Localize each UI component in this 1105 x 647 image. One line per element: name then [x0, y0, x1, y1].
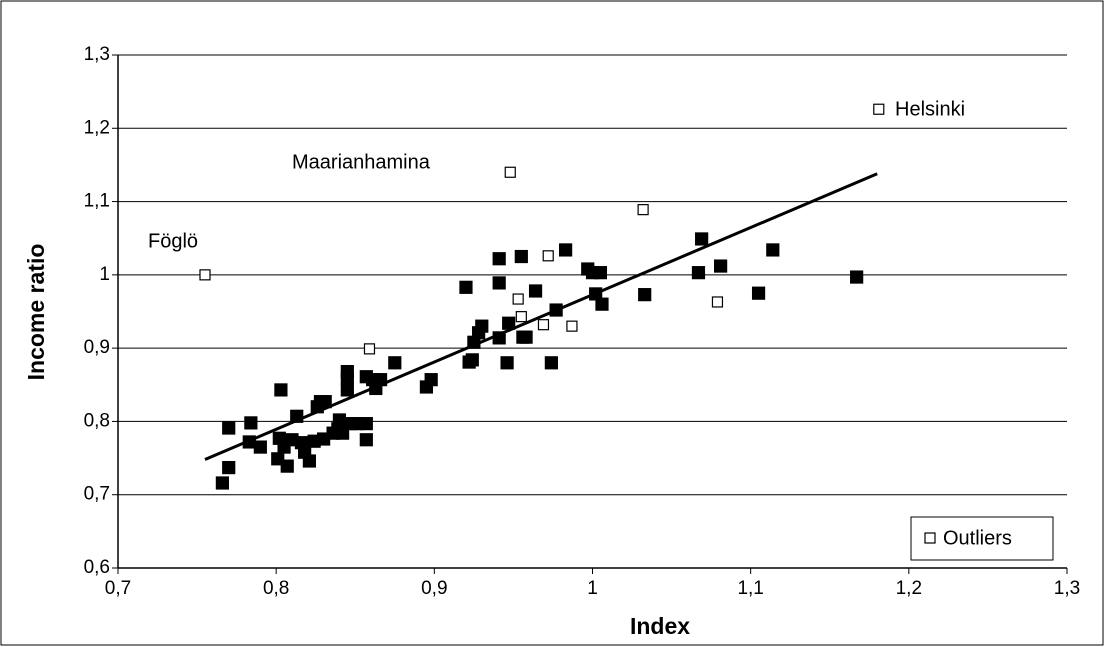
scatter-point [475, 319, 489, 333]
scatter-point [714, 259, 728, 273]
x-tick-label: 0,8 [263, 578, 289, 599]
scatter-point [542, 250, 554, 262]
x-tick-label: 0,9 [421, 578, 447, 599]
scatter-point [637, 204, 649, 216]
scatter-point [515, 311, 527, 323]
scatter-point [340, 383, 354, 397]
scatter-point [492, 252, 506, 266]
x-tick-label: 1,2 [896, 578, 922, 599]
scatter-point [691, 266, 706, 280]
y-axis-title: Income ratio [23, 244, 49, 381]
scatter-point [519, 330, 533, 344]
scatter-point [459, 280, 473, 294]
y-tick-label: 1,1 [84, 191, 110, 212]
scatter-point [512, 293, 524, 305]
scatter-point [222, 460, 236, 475]
scatter-point [199, 269, 211, 281]
legend-label: Outliers [943, 527, 1012, 549]
scatter-point [873, 103, 885, 115]
scatter-point [500, 356, 514, 370]
scatter-point [528, 284, 543, 298]
y-tick-label: 0,6 [84, 557, 110, 578]
annotation: Maarianhamina [292, 151, 431, 173]
annotation: Föglö [148, 230, 198, 252]
scatter-point [222, 421, 236, 435]
scatter-point [302, 454, 316, 468]
scatter-point [359, 417, 373, 431]
legend-marker [924, 532, 936, 544]
scatter-point [566, 320, 578, 332]
y-tick-label: 1,2 [84, 117, 110, 138]
annotation: Helsinki [895, 98, 965, 120]
scatter-point [215, 476, 229, 490]
y-tick-label: 1 [99, 264, 110, 285]
trendline [204, 172, 878, 461]
scatter-point [465, 353, 479, 367]
y-tick-label: 1,3 [84, 44, 110, 65]
scatter-point [593, 266, 608, 280]
scatter-point [253, 440, 267, 454]
y-tick-label: 0,9 [84, 337, 110, 358]
scatter-point [280, 459, 294, 473]
scatter-point [340, 371, 354, 385]
scatter-point [363, 343, 376, 355]
x-tick-label: 1,1 [737, 578, 763, 599]
x-axis-title: Index [630, 613, 690, 639]
scatter-point [424, 373, 438, 387]
x-tick-label: 1 [587, 578, 598, 599]
scatter-point [695, 232, 709, 246]
scatter-point [514, 249, 528, 264]
scatter-point [595, 297, 609, 311]
scatter-point [766, 243, 780, 257]
scatter-point [559, 243, 573, 257]
scatter-point [332, 413, 347, 427]
scatter-point [751, 286, 766, 300]
scatter-point [359, 433, 373, 447]
scatter-point [537, 319, 550, 331]
scatter-point [850, 270, 864, 284]
scatter-point [388, 356, 402, 370]
scatter-point [544, 356, 558, 370]
scatter-point [504, 166, 516, 178]
scatter-point [638, 288, 652, 302]
scatter-point [244, 416, 258, 430]
x-tick-label: 0,7 [105, 578, 131, 599]
scatter-point [492, 276, 506, 290]
x-tick-label: 1,3 [1054, 578, 1080, 599]
y-tick-label: 0,7 [84, 484, 110, 505]
scatter-point [274, 383, 288, 397]
scatter-point [711, 296, 724, 308]
y-tick-label: 0,8 [84, 410, 110, 431]
